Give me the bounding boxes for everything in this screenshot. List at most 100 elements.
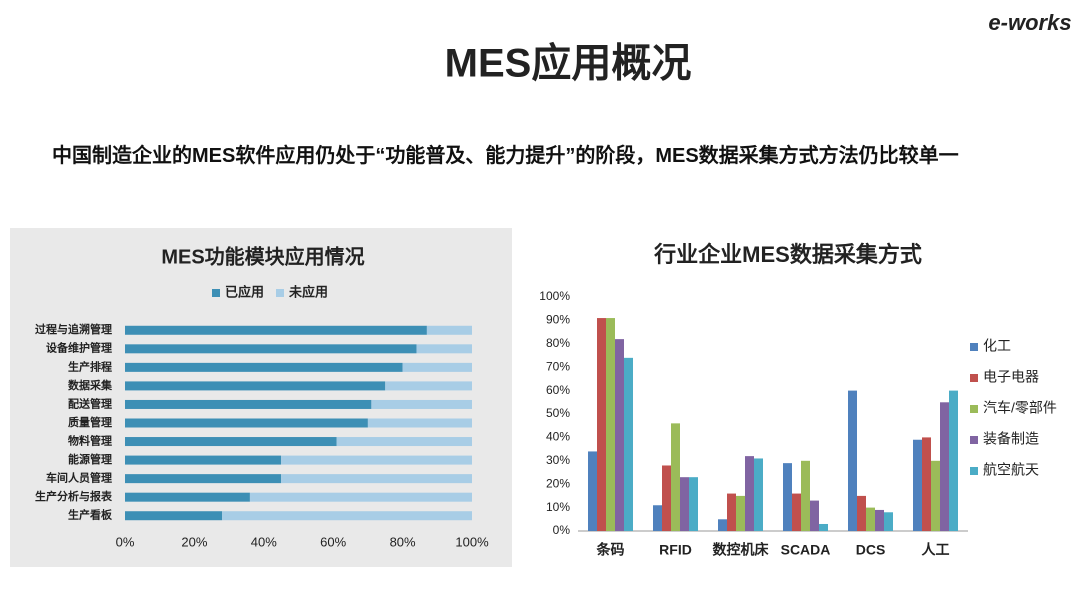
y-tick-label: 60% — [546, 383, 570, 397]
chart-title: MES功能模块应用情况 — [161, 244, 364, 268]
bar — [588, 451, 597, 531]
bar — [689, 477, 698, 531]
y-tick-label: 生产排程 — [68, 359, 112, 373]
y-tick-label: 生产看板 — [68, 508, 113, 522]
bar — [727, 493, 736, 531]
legend-label: 未应用 — [288, 284, 328, 299]
x-tick-label: 条码 — [596, 542, 625, 558]
y-tick-label: 50% — [546, 406, 570, 420]
legend-label: 装备制造 — [983, 431, 1039, 447]
y-tick-label: 0% — [553, 523, 571, 537]
bar — [884, 512, 893, 531]
bar — [931, 460, 940, 531]
y-tick-label: 20% — [546, 476, 570, 490]
logo: e-works — [988, 10, 1071, 35]
bar — [949, 390, 958, 531]
bar — [653, 505, 662, 531]
legend-swatch — [970, 467, 978, 475]
y-tick-label: 过程与追溯管理 — [35, 322, 112, 336]
x-tick-label: RFID — [659, 542, 692, 558]
bar — [875, 509, 884, 531]
bar-segment — [125, 418, 368, 428]
bar-segment — [125, 492, 250, 502]
y-tick-label: 设备维护管理 — [46, 341, 112, 355]
y-tick-label: 车间人员管理 — [46, 471, 112, 485]
bar-segment — [281, 455, 472, 465]
bar-segment — [125, 437, 337, 447]
bar — [801, 460, 810, 531]
x-tick-label: DCS — [856, 542, 886, 558]
x-tick-label: 20% — [181, 534, 207, 549]
bar-segment — [249, 492, 472, 502]
bar-segment — [336, 437, 472, 447]
bar-segment — [222, 511, 472, 521]
bar-segment — [371, 399, 472, 409]
y-tick-label: 10% — [546, 500, 570, 514]
bar — [615, 339, 624, 531]
bar — [754, 458, 763, 531]
bar — [913, 439, 922, 531]
legend-label: 电子电器 — [983, 369, 1039, 385]
legend-swatch — [970, 405, 978, 413]
x-tick-label: 人工 — [922, 542, 950, 558]
legend-swatch — [212, 289, 220, 297]
y-tick-label: 生产分析与报表 — [35, 489, 113, 503]
y-tick-label: 40% — [546, 430, 570, 444]
bar-segment — [125, 511, 223, 521]
y-tick-label: 100% — [539, 289, 570, 303]
y-tick-label: 80% — [546, 336, 570, 350]
bar — [597, 318, 606, 531]
bar — [783, 463, 792, 531]
bar-segment — [416, 344, 472, 354]
x-tick-label: 数控机床 — [713, 542, 770, 558]
bar — [662, 465, 671, 531]
bar — [624, 357, 633, 531]
bar-segment — [125, 381, 386, 391]
bar — [940, 402, 949, 531]
bar — [866, 507, 875, 531]
bar — [606, 318, 615, 531]
x-tick-label: SCADA — [781, 542, 831, 558]
legend-label: 汽车/零部件 — [983, 400, 1057, 416]
bar-segment — [125, 325, 427, 335]
y-tick-label: 90% — [546, 313, 570, 327]
bar-segment — [426, 325, 472, 335]
bar — [922, 437, 931, 531]
x-tick-label: 80% — [390, 534, 416, 549]
legend-label: 化工 — [983, 338, 1011, 354]
y-tick-label: 质量管理 — [68, 415, 112, 429]
legend-swatch — [970, 343, 978, 351]
bar-segment — [125, 399, 372, 409]
bar — [810, 500, 819, 531]
x-tick-label: 40% — [251, 534, 277, 549]
y-tick-label: 30% — [546, 453, 570, 467]
chart-title: 行业企业MES数据采集方式 — [653, 242, 922, 267]
x-tick-label: 100% — [455, 534, 489, 549]
bar-segment — [125, 455, 282, 465]
legend-swatch — [970, 374, 978, 382]
bar — [718, 519, 727, 531]
bar-segment — [385, 381, 472, 391]
bar — [745, 456, 754, 531]
y-tick-label: 数据采集 — [68, 378, 113, 392]
y-tick-label: 能源管理 — [68, 452, 112, 466]
x-tick-label: 60% — [320, 534, 346, 549]
bar-segment — [125, 362, 403, 372]
legend-label: 已应用 — [225, 284, 264, 299]
bar-segment — [125, 474, 282, 484]
slide-title: MES应用概况 — [445, 42, 692, 86]
left-chart-panel — [10, 228, 512, 567]
y-tick-label: 物料管理 — [68, 433, 112, 447]
bar-segment — [281, 474, 472, 484]
x-tick-label: 0% — [116, 534, 135, 549]
bar — [792, 493, 801, 531]
legend-label: 航空航天 — [983, 462, 1039, 478]
legend-swatch — [970, 436, 978, 444]
bar — [680, 477, 689, 531]
bar-segment — [125, 344, 417, 354]
legend-swatch — [276, 289, 284, 297]
subtitle: 中国制造企业的MES软件应用仍处于“功能普及、能力提升”的阶段，MES数据采集方… — [52, 145, 959, 167]
bar — [857, 495, 866, 531]
y-tick-label: 70% — [546, 359, 570, 373]
